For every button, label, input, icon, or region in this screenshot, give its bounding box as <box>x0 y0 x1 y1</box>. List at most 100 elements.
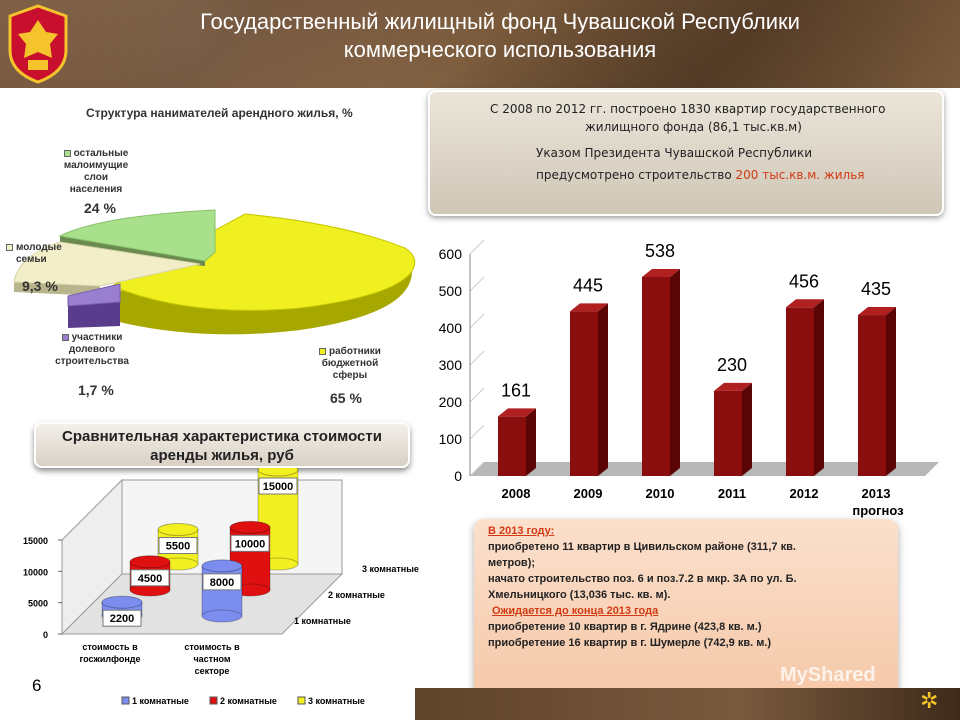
note-box-2013: В 2013 году: приобретено 11 квартир в Ци… <box>474 519 898 699</box>
pie-slice-others-side <box>60 236 205 266</box>
pie-slice-shared <box>67 283 121 307</box>
cylinder-1-0 <box>201 559 243 623</box>
info-box-construction: С 2008 по 2012 гг. построено 1830 кварти… <box>428 90 944 216</box>
x-tick-label: 2011 <box>718 486 746 501</box>
cyl-y-tick: 15000 <box>23 536 48 546</box>
info-line-3: Указом Президента Чувашской Республики <box>536 146 813 160</box>
bar-top-2010 <box>642 268 680 277</box>
page-number: 6 <box>32 676 42 695</box>
pie-chart: Структура нанимателей арендного жилья, %… <box>0 96 420 416</box>
y-grid-line <box>469 276 485 292</box>
y-grid-line <box>469 239 485 255</box>
cylinder-chart-rent: 15000 10000 5000 0 5500 15000 4500 10000 2200 800… <box>23 468 419 706</box>
chuvash-emblem-icon <box>8 4 68 84</box>
cyl-depth-label: 3 комнатные <box>362 564 419 574</box>
pie-label-young: молодые семьи <box>6 242 62 266</box>
pie-pct-others: 24 % <box>84 200 116 216</box>
x-tick-label: 2009 <box>574 486 603 501</box>
cylinder-value-label: 2200 <box>110 613 134 625</box>
page-title: Государственный жилищный фонд Чувашской … <box>200 9 800 62</box>
bar-value-label: 538 <box>645 241 675 261</box>
pie-pct-young: 9,3 % <box>22 278 58 294</box>
bar-top-2012 <box>786 299 824 308</box>
y-tick-label: 300 <box>439 357 463 373</box>
bar-value-label: 456 <box>789 271 819 291</box>
pie-slice-young <box>13 241 201 287</box>
y-grid-line <box>469 424 485 440</box>
bar-chart-apartments: 600 500 400 300 200 100 0 161 2008 445 2009 538 2010… <box>439 239 939 518</box>
header-band: Государственный жилищный фонд Чувашской … <box>0 0 960 88</box>
cylinder-0-0 <box>101 595 143 627</box>
bottom-strip <box>415 688 960 720</box>
y-grid-line <box>469 350 485 366</box>
cyl-legend-swatch <box>209 696 218 705</box>
legend-swatch <box>63 149 71 157</box>
cyl-depth-label: 1 комнатные <box>294 616 351 626</box>
bar-side-2009 <box>598 303 608 476</box>
note-line-4: Хмельницкого (13,036 тыс. кв. м). <box>488 589 671 601</box>
bar-top-2009 <box>570 303 608 312</box>
info-line-4: предусмотрено строительство 200 тыс.кв.м… <box>536 168 865 182</box>
note-expected: Ожидается до конца 2013 года <box>492 605 659 617</box>
cylinder-value-label: 4500 <box>138 573 162 585</box>
info-line-2: жилищного фонда (86,1 тыс.кв.м) <box>585 120 802 134</box>
y-grid-line <box>469 313 485 329</box>
x-tick-label: 2008 <box>502 486 531 501</box>
bar-side-2010 <box>670 268 680 476</box>
bar-value-label: 445 <box>573 275 603 295</box>
pie-slice-others <box>58 209 216 262</box>
cyl-legend-label: 1 комнатные <box>132 696 189 706</box>
note-line-5: приобретение 10 квартир в г. Ядрине (423… <box>488 621 762 633</box>
legend-swatch <box>319 347 327 355</box>
bar-front-2013 <box>858 315 886 476</box>
bar-front-2010 <box>642 276 670 476</box>
cyl-y-tick: 5000 <box>28 599 48 609</box>
bar-value-label: 435 <box>861 279 891 299</box>
pie-label-others: остальные малоимущие слои населения <box>63 148 129 195</box>
info-line-1: С 2008 по 2012 гг. построено 1830 кварти… <box>490 102 886 116</box>
bar-value-label: 161 <box>501 380 531 400</box>
y-tick-label: 200 <box>439 394 463 410</box>
legend-swatch <box>6 243 13 251</box>
bar-side-2011 <box>742 382 752 476</box>
y-grid-line <box>469 461 485 477</box>
bar-top-2011 <box>714 382 752 391</box>
cyl-x-label: секторе <box>195 666 230 676</box>
cylinder-value-label: 15000 <box>263 481 294 493</box>
x-tick-label: 2012 <box>790 486 819 501</box>
x-tick-label: 2010 <box>646 486 675 501</box>
y-tick-label: 100 <box>439 431 463 447</box>
cyl-x-label: стоимость в <box>184 642 240 652</box>
cylinder-value-label: 5500 <box>166 541 190 553</box>
cyl-y-tick: 0 <box>43 630 48 640</box>
bar-top-2013 <box>858 307 896 316</box>
y-tick-label: 600 <box>439 246 463 262</box>
y-tick-label: 0 <box>454 468 462 484</box>
bar-front-2009 <box>570 311 598 476</box>
x-tick-label: 2013 <box>862 486 891 501</box>
note-line-6: приобретение 16 квартир в г. Шумерле (74… <box>488 637 772 649</box>
watermark: MyShared <box>780 664 876 686</box>
y-tick-label: 400 <box>439 320 463 336</box>
pie-title: Структура нанимателей арендного жилья, % <box>86 106 353 120</box>
cyl-legend-label: 3 комнатные <box>308 696 365 706</box>
cylinder-value-label: 8000 <box>210 577 234 589</box>
bar-value-label: 230 <box>717 355 747 375</box>
note-line-1: приобретено 11 квартир в Цивильском райо… <box>488 541 796 553</box>
bar-top-2008 <box>498 408 536 417</box>
x-sublabel-forecast: прогноз <box>852 503 904 518</box>
note-line-2: метров); <box>488 557 536 569</box>
cyl-x-label: госжилфонде <box>79 654 140 664</box>
cyl-legend-swatch <box>297 696 306 705</box>
note-heading: В 2013 году: <box>488 525 555 537</box>
cylinder-0-1 <box>129 555 171 597</box>
y-grid-line <box>469 387 485 403</box>
cyl-depth-label: 2 комнатные <box>328 590 385 600</box>
cylinder-value-label: 10000 <box>235 538 266 550</box>
cyl-legend-swatch <box>121 696 130 705</box>
bar-front-2012 <box>786 307 814 476</box>
pie-graphic <box>13 209 416 335</box>
y-tick-label: 500 <box>439 283 463 299</box>
pie-pct-shared: 1,7 % <box>78 382 114 398</box>
cyl-x-label: частном <box>193 654 230 664</box>
